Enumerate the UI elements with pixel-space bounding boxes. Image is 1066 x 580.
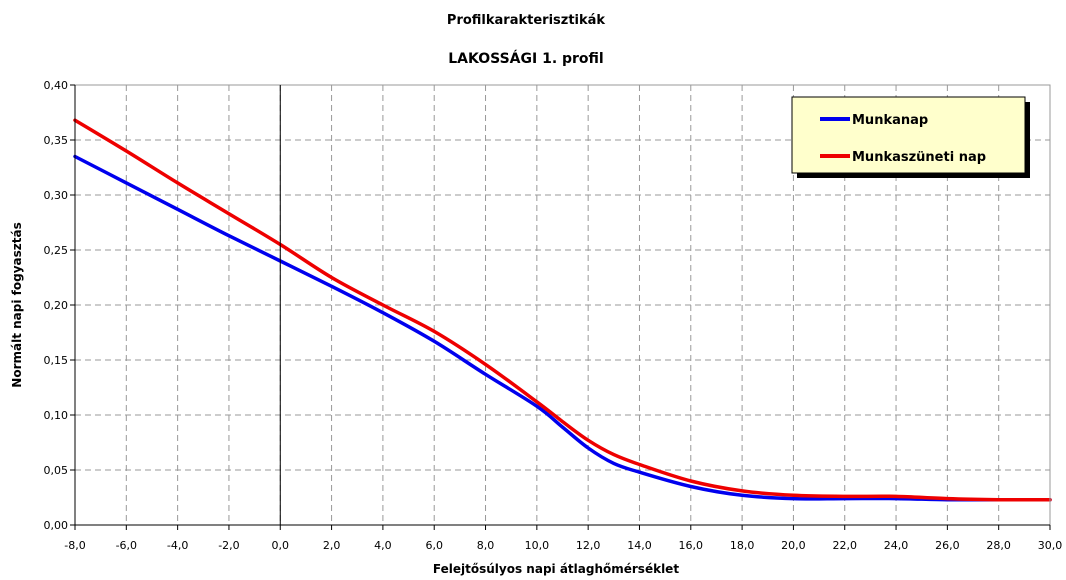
y-tick-label: 0,25 (44, 244, 69, 257)
x-tick-label: 4,0 (374, 539, 392, 552)
y-axis-label: Normált napi fogyasztás (10, 222, 24, 387)
legend-box (791, 96, 1026, 174)
y-tick-label: 0,30 (44, 189, 69, 202)
plot-series (73, 118, 1052, 502)
y-tick-label: 0,35 (44, 134, 69, 147)
x-tick-label: 20,0 (781, 539, 806, 552)
chart-subtitle: LAKOSSÁGI 1. profil (448, 50, 603, 67)
chart-title: Profilkarakterisztikák (447, 13, 606, 28)
y-tick-label: 0,20 (44, 299, 69, 312)
x-axis-label: Felejtősúlyos napi átlaghőmérséklet (433, 562, 679, 576)
axes (70, 84, 1051, 530)
x-tick-label: 24,0 (884, 539, 909, 552)
y-tick-label: 0,40 (44, 79, 69, 92)
tick-labels: -8,0 -6,0 -4,0 -2,0 0,0 2,0 4,0 6,0 8,0 10,0 12,0 1… (44, 79, 1063, 552)
x-tick-label: 22,0 (832, 539, 857, 552)
series-line-2 (73, 118, 1052, 502)
x-tick-label: 18,0 (730, 539, 755, 552)
legend: Munkanap Munkaszüneti nap (791, 96, 1030, 178)
x-tick-label: 26,0 (935, 539, 960, 552)
y-tick-label: 0,10 (44, 409, 69, 422)
x-tick-label: 2,0 (323, 539, 341, 552)
x-tick-label: 28,0 (986, 539, 1011, 552)
x-tick-label: 30,0 (1038, 539, 1063, 552)
x-tick-label: 14,0 (627, 539, 652, 552)
y-tick-label: 0,05 (44, 464, 69, 477)
x-tick-label: -2,0 (218, 539, 239, 552)
x-tick-label: -8,0 (64, 539, 85, 552)
x-tick-label: 16,0 (679, 539, 704, 552)
x-tick-label: -6,0 (116, 539, 137, 552)
series-line-1 (73, 154, 1052, 502)
legend-label: Munkaszüneti nap (852, 150, 986, 165)
legend-label: Munkanap (852, 113, 928, 128)
x-tick-label: 0,0 (272, 539, 290, 552)
x-tick-label: 10,0 (525, 539, 550, 552)
x-tick-label: 6,0 (425, 539, 443, 552)
x-tick-label: 12,0 (576, 539, 601, 552)
x-tick-label: 8,0 (477, 539, 495, 552)
x-tick-label: -4,0 (167, 539, 188, 552)
y-tick-label: 0,00 (44, 519, 69, 532)
y-tick-label: 0,15 (44, 354, 69, 367)
